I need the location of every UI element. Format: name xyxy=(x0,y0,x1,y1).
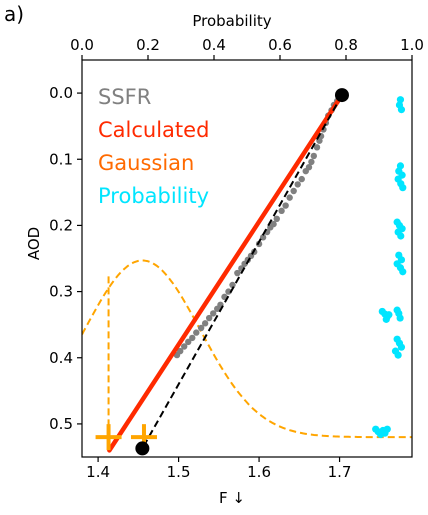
top-tick-label: 0.0 xyxy=(70,36,94,54)
ssfr-fit-dashed-line xyxy=(141,94,343,449)
top-tick-label: 0.2 xyxy=(136,36,160,54)
y-tick-label: 0.0 xyxy=(49,84,73,102)
endpoint-dot xyxy=(334,88,349,103)
y-tick-label: 0.2 xyxy=(49,216,73,234)
probability-point xyxy=(382,315,390,323)
legend-entry: Calculated xyxy=(98,118,209,142)
y-tick-label: 0.4 xyxy=(49,349,73,367)
probability-point xyxy=(394,351,402,359)
ssfr-point xyxy=(259,234,267,241)
ssfr-point xyxy=(205,314,213,322)
top-tick-label: 0.6 xyxy=(268,36,292,54)
x-axis-title: F ↓ xyxy=(219,489,245,507)
ssfr-point xyxy=(181,343,188,350)
top-tick-label: 0.4 xyxy=(202,36,226,54)
x-tick-label: 1.4 xyxy=(86,463,110,481)
legend-entry: Gaussian xyxy=(98,151,194,175)
top-tick-label: 0.8 xyxy=(334,36,358,54)
ssfr-point xyxy=(225,288,232,295)
legend-entry: Probability xyxy=(98,184,209,208)
top-tick-label: 1.0 xyxy=(400,36,424,54)
ssfr-point xyxy=(286,194,293,201)
legend-entry: SSFR xyxy=(98,85,151,109)
x-tick-label: 1.6 xyxy=(247,463,271,481)
ssfr-point xyxy=(209,310,217,317)
probability-point xyxy=(397,343,406,351)
ssfr-point xyxy=(298,175,305,183)
y-tick-label: 0.3 xyxy=(49,283,73,301)
legend-layer: SSFR Calculated Gaussian Probability xyxy=(98,85,209,208)
gaussian-curve xyxy=(82,259,412,439)
ssfr-point xyxy=(310,152,318,160)
ssfr-point xyxy=(229,281,236,289)
y-tick-label: 0.1 xyxy=(49,150,73,168)
endpoint-dot xyxy=(135,441,150,456)
ssfr-point xyxy=(193,329,200,336)
ssfr-point xyxy=(294,181,301,188)
ssfr-point xyxy=(313,144,321,151)
probability-point xyxy=(399,268,407,276)
ssfr-point xyxy=(189,334,196,342)
probability-point xyxy=(399,184,407,192)
probability-point xyxy=(397,232,405,240)
axes-layer: 1.4 1.5 1.6 1.7 0.0 0.1 0.2 0.3 0.4 0.5 0.0 0.2 0.4 0… xyxy=(25,12,424,507)
ssfr-point xyxy=(241,260,248,267)
panel-label: a) xyxy=(4,2,25,26)
ssfr-point xyxy=(214,305,221,312)
ssfr-point xyxy=(290,187,297,195)
ssfr-point xyxy=(282,202,289,209)
ssfr-point xyxy=(234,269,241,277)
x-tick-label: 1.5 xyxy=(167,463,191,481)
ssfr-point xyxy=(255,240,263,248)
ssfr-point xyxy=(185,338,192,346)
plot-frame xyxy=(81,59,413,458)
ssfr-point xyxy=(197,324,205,332)
probability-point xyxy=(383,425,391,433)
ssfr-point xyxy=(278,207,285,215)
y-tick-label: 0.5 xyxy=(49,415,73,433)
ssfr-point xyxy=(273,215,280,222)
y-axis-title: AOD xyxy=(25,227,43,260)
top-axis-title: Probability xyxy=(192,12,271,30)
ssfr-point xyxy=(302,167,309,175)
plot-layer xyxy=(82,88,412,456)
ssfr-point xyxy=(308,158,315,166)
probability-point xyxy=(396,314,404,322)
probability-point xyxy=(397,106,406,114)
ssfr-point xyxy=(201,320,209,327)
x-tick-label: 1.7 xyxy=(328,463,352,481)
calculated-line xyxy=(107,92,345,453)
